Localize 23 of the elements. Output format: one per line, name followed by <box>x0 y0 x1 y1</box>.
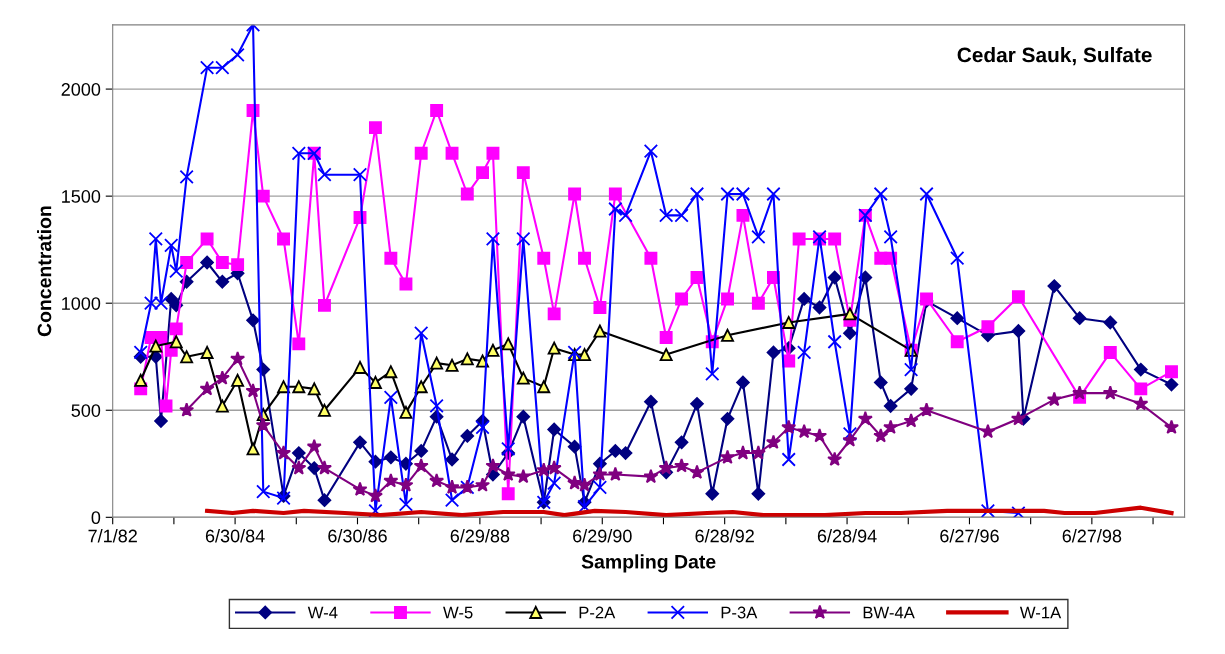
y-tick-label: 500 <box>71 404 101 417</box>
legend-label: BW-4A <box>863 606 915 619</box>
x-tick-label: 6/28/94 <box>817 529 877 543</box>
y-tick-label: 0 <box>91 511 101 525</box>
y-tick-label: 2000 <box>61 83 101 96</box>
x-axis-title: Sampling Date <box>581 554 716 573</box>
text: Cedar Sauk, Sulfate <box>957 47 1152 66</box>
legend-label: W-5 <box>443 606 473 619</box>
x-tick-label: 7/1/82 <box>88 529 137 543</box>
legend-label: W-4 <box>307 606 338 619</box>
x-tick-label: 6/27/96 <box>940 529 999 543</box>
x-tick-label: 6/30/86 <box>328 529 387 543</box>
y-tick-label: 1000 <box>62 297 101 310</box>
legend-label: P-2A <box>579 606 616 619</box>
x-tick-label: 6/28/92 <box>695 529 754 543</box>
x-tick-label: 6/30/84 <box>205 529 265 543</box>
legend-label: P-3A <box>721 606 758 619</box>
y-tick-label: 1500 <box>62 190 101 203</box>
x-tick-label: 6/27/98 <box>1062 529 1122 543</box>
y-axis-title: Concentration <box>37 206 52 337</box>
x-tick-label: 6/29/88 <box>450 529 510 543</box>
legend-label: W-1A <box>1019 606 1062 619</box>
x-tick-label: 6/29/90 <box>573 529 632 543</box>
